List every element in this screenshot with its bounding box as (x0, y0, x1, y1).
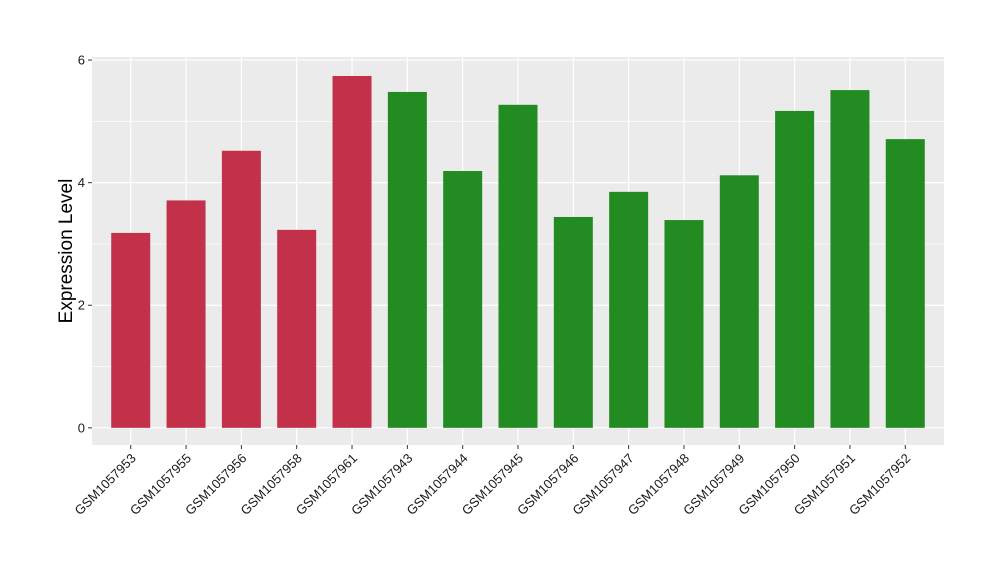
bar-GSM1057951 (830, 90, 870, 428)
bars (111, 76, 925, 428)
x-axis: GSM1057953GSM1057955GSM1057956GSM1057958… (72, 445, 913, 518)
bar-GSM1057946 (553, 216, 593, 428)
bar-GSM1057944 (443, 171, 483, 428)
bar-GSM1057948 (664, 220, 704, 428)
bar-GSM1057956 (221, 150, 261, 428)
bar-GSM1057950 (775, 110, 815, 428)
bar-GSM1057943 (387, 91, 427, 428)
y-tick-label: 6 (78, 53, 85, 68)
y-tick-label: 4 (78, 175, 85, 190)
bar-GSM1057952 (885, 139, 925, 428)
bar-GSM1057949 (719, 175, 759, 428)
bar-GSM1057945 (498, 104, 538, 428)
y-tick-label: 2 (78, 298, 85, 313)
bar-GSM1057958 (277, 229, 317, 428)
y-axis: 0 2 4 6 (78, 53, 92, 435)
bar-GSM1057955 (166, 200, 206, 428)
bar-GSM1057961 (332, 76, 372, 428)
bar-GSM1057953 (111, 232, 151, 428)
y-tick-label: 0 (78, 420, 85, 435)
bar-GSM1057947 (609, 191, 649, 428)
y-axis-title: Expression Level (56, 179, 77, 324)
